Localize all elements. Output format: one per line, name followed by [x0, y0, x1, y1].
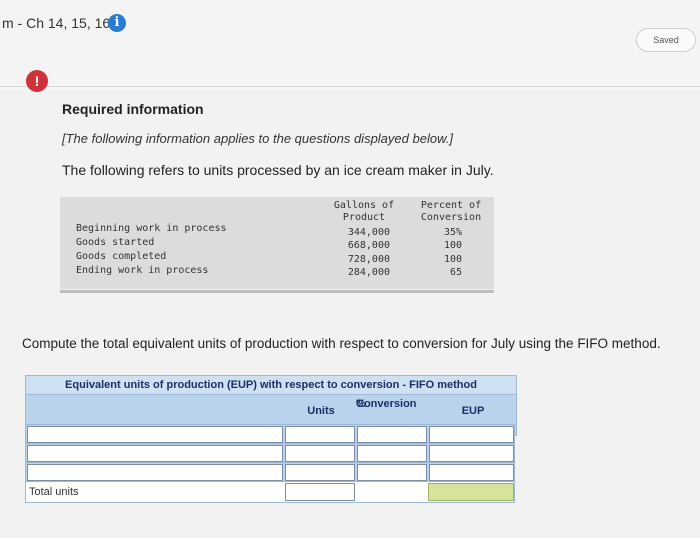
pct-conversion-input[interactable] — [357, 464, 427, 481]
row-label: Goods started — [76, 237, 155, 248]
units-column-header: Units — [307, 405, 335, 417]
description-input[interactable] — [27, 426, 283, 443]
table-row — [25, 443, 515, 463]
total-row: Total units — [25, 481, 515, 503]
eup-input[interactable] — [429, 445, 514, 462]
eup-table: Equivalent units of production (EUP) wit… — [25, 375, 517, 505]
info-icon[interactable]: i — [108, 14, 126, 32]
units-input[interactable] — [285, 464, 355, 481]
row-gallons: 344,000 — [347, 227, 390, 238]
alert-icon: ! — [26, 70, 48, 92]
table-bottom-rule — [60, 290, 494, 293]
percent-header: Percent of Conversion — [412, 200, 490, 224]
header-divider — [0, 86, 700, 87]
row-percent: 35% — [443, 227, 462, 238]
row-label: Ending work in process — [76, 265, 209, 276]
pct-column-header-line2: Conversion — [356, 398, 417, 410]
question-text: Compute the total equivalent units of pr… — [22, 336, 661, 351]
table-row — [25, 462, 515, 482]
assignment-breadcrumb: m - Ch 14, 15, 16 — [2, 15, 111, 31]
row-percent: 100 — [443, 240, 462, 251]
pct-conversion-input[interactable] — [357, 426, 427, 443]
pct-conversion-input[interactable] — [357, 445, 427, 462]
total-eup-input[interactable] — [428, 483, 514, 501]
top-bar: m - Ch 14, 15, 16 i Saved — [0, 0, 700, 90]
eup-input[interactable] — [429, 426, 514, 443]
total-units-label: Total units — [29, 486, 79, 498]
row-percent: 65 — [449, 267, 462, 278]
gallons-header-line1: Gallons of — [333, 200, 395, 211]
saved-status-badge: Saved — [636, 28, 696, 52]
production-data-table: Gallons of Product Percent of Conversion… — [60, 197, 494, 293]
eup-column-header: EUP — [461, 405, 485, 417]
row-gallons: 668,000 — [347, 240, 390, 251]
required-info-description: The following refers to units processed … — [62, 162, 494, 178]
required-info-title: Required information — [62, 101, 204, 117]
row-label: Goods completed — [76, 251, 167, 262]
description-input[interactable] — [27, 464, 283, 481]
row-gallons: 728,000 — [347, 254, 390, 265]
row-gallons: 284,000 — [347, 267, 390, 278]
percent-header-line1: Percent of — [420, 200, 482, 211]
units-input[interactable] — [285, 426, 355, 443]
percent-header-line2: Conversion — [420, 212, 482, 223]
required-info-note: [The following information applies to th… — [62, 131, 453, 146]
description-input[interactable] — [27, 445, 283, 462]
pct-column-header-line1: % — [356, 398, 366, 410]
gallons-header-line2: Product — [342, 212, 386, 223]
row-label: Beginning work in process — [76, 223, 227, 234]
table-row — [25, 424, 515, 444]
total-units-input[interactable] — [285, 483, 355, 501]
gallons-header: Gallons of Product — [328, 200, 400, 224]
eup-table-title: Equivalent units of production (EUP) wit… — [25, 375, 517, 395]
row-percent: 100 — [443, 254, 462, 265]
units-input[interactable] — [285, 445, 355, 462]
eup-input[interactable] — [429, 464, 514, 481]
